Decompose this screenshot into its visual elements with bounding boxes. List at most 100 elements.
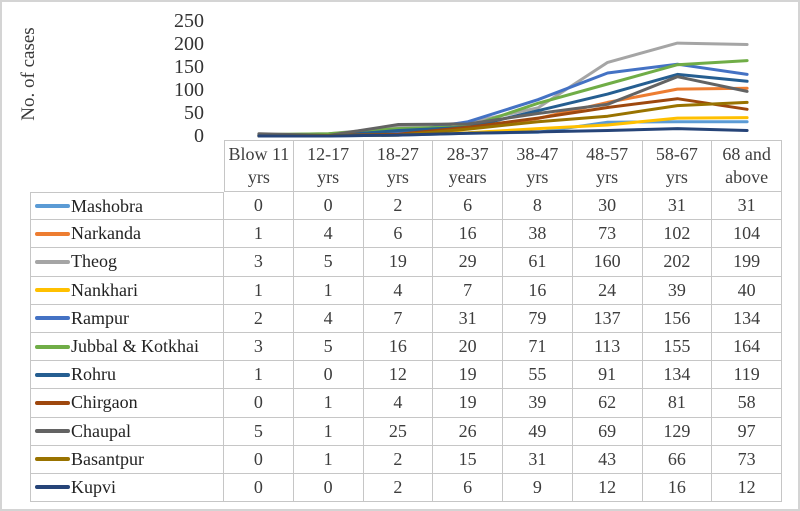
series-name: Chaupal: [71, 420, 131, 441]
value-cell: 104: [712, 220, 782, 249]
value-cell: 5: [224, 417, 294, 446]
column-header: 38-47 yrs: [503, 140, 573, 192]
value-cell: 1: [224, 361, 294, 390]
series-name: Kupvi: [71, 476, 116, 497]
value-cell: 113: [572, 332, 643, 362]
value-cell: 202: [642, 248, 713, 277]
value-cell: 29: [433, 248, 503, 277]
legend-key-rohru-icon: [35, 372, 70, 377]
value-cell: 19: [433, 361, 503, 390]
value-cell: 7: [363, 304, 434, 333]
value-cell: 91: [572, 361, 643, 390]
y-tick-label: 0: [194, 125, 204, 147]
y-tick-label: 50: [184, 102, 204, 124]
column-header: 12-17 yrs: [293, 140, 364, 192]
legend-key-nankhari-icon: [35, 288, 70, 293]
legend-key-basantpur-icon: [35, 457, 70, 462]
value-cell: 8: [503, 192, 573, 221]
value-cell: 164: [712, 332, 782, 362]
value-cell: 160: [572, 248, 643, 277]
column-header: 68 and above: [712, 140, 782, 192]
value-cell: 62: [572, 389, 643, 418]
column-header: 28-37 years: [433, 140, 503, 192]
value-cell: 5: [293, 332, 364, 362]
value-cell: 55: [503, 361, 573, 390]
value-cell: 15: [433, 445, 503, 474]
value-cell: 12: [363, 361, 434, 390]
legend-key-chaupal-icon: [35, 429, 70, 434]
table-row-label-theog: Theog: [30, 248, 224, 277]
value-cell: 31: [433, 304, 503, 333]
value-cell: 26: [433, 417, 503, 446]
value-cell: 4: [293, 220, 364, 249]
table-row-label-basantpur: Basantpur: [30, 445, 224, 474]
value-cell: 49: [503, 417, 573, 446]
value-cell: 7: [433, 276, 503, 305]
series-name: Nankhari: [71, 279, 138, 300]
value-cell: 30: [572, 192, 643, 221]
column-header: 48-57 yrs: [572, 140, 643, 192]
value-cell: 1: [224, 276, 294, 305]
y-tick-label: 250: [174, 10, 204, 32]
value-cell: 1: [293, 389, 364, 418]
value-cell: 119: [712, 361, 782, 390]
value-cell: 31: [712, 192, 782, 221]
value-cell: 12: [712, 473, 782, 503]
value-cell: 39: [642, 276, 713, 305]
table-row-label-chirgaon: Chirgaon: [30, 389, 224, 418]
value-cell: 1: [293, 417, 364, 446]
value-cell: 19: [433, 389, 503, 418]
legend-key-mashobra-icon: [35, 204, 70, 209]
legend-key-narkanda-icon: [35, 231, 70, 236]
table-row-label-kupvi: Kupvi: [30, 473, 224, 503]
series-name: Narkanda: [71, 223, 141, 244]
value-cell: 129: [642, 417, 713, 446]
value-cell: 25: [363, 417, 434, 446]
value-cell: 0: [293, 361, 364, 390]
legend-key-jubbal-kotkhai-icon: [35, 344, 70, 349]
value-cell: 58: [712, 389, 782, 418]
value-cell: 39: [503, 389, 573, 418]
y-tick-label: 100: [174, 79, 204, 101]
value-cell: 0: [224, 445, 294, 474]
legend-key-kupvi-icon: [35, 485, 70, 490]
value-cell: 71: [503, 332, 573, 362]
value-cell: 19: [363, 248, 434, 277]
value-cell: 6: [433, 192, 503, 221]
value-cell: 38: [503, 220, 573, 249]
value-cell: 16: [363, 332, 434, 362]
column-header: 58-67 yrs: [642, 140, 713, 192]
series-name: Rampur: [71, 307, 129, 328]
value-cell: 24: [572, 276, 643, 305]
series-name: Basantpur: [71, 448, 144, 469]
value-cell: 66: [642, 445, 713, 474]
value-cell: 12: [572, 473, 643, 503]
value-cell: 97: [712, 417, 782, 446]
value-cell: 2: [363, 192, 434, 221]
y-tick-label: 200: [174, 33, 204, 55]
value-cell: 156: [642, 304, 713, 333]
value-cell: 31: [642, 192, 713, 221]
table-row-label-chaupal: Chaupal: [30, 417, 224, 446]
y-axis: 0 50 100 150 200 250: [148, 2, 206, 147]
value-cell: 20: [433, 332, 503, 362]
value-cell: 4: [363, 389, 434, 418]
series-line-kupvi: [257, 127, 749, 138]
value-cell: 43: [572, 445, 643, 474]
table-row-label-jubbal-kotkhai: Jubbal & Kotkhai: [30, 332, 224, 362]
value-cell: 199: [712, 248, 782, 277]
value-cell: 1: [293, 445, 364, 474]
table-row-label-rohru: Rohru: [30, 361, 224, 390]
value-cell: 16: [433, 220, 503, 249]
value-cell: 0: [224, 192, 294, 221]
value-cell: 1: [293, 276, 364, 305]
table-row-label-narkanda: Narkanda: [30, 220, 224, 249]
table-row-label-rampur: Rampur: [30, 304, 224, 333]
value-cell: 137: [572, 304, 643, 333]
series-name: Theog: [71, 251, 117, 272]
value-cell: 69: [572, 417, 643, 446]
series-name: Chirgaon: [71, 392, 138, 413]
value-cell: 102: [642, 220, 713, 249]
value-cell: 134: [712, 304, 782, 333]
